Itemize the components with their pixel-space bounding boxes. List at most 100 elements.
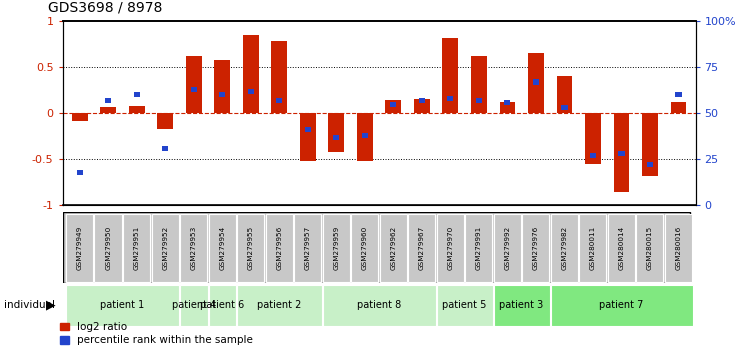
Text: patient 8: patient 8 [357,300,401,310]
Bar [219,92,225,97]
Text: GSM280016: GSM280016 [676,226,682,270]
Text: GSM279970: GSM279970 [447,226,453,270]
Bar [614,113,629,192]
Bar [551,285,693,326]
Text: GSM279950: GSM279950 [105,226,111,270]
Bar [675,92,682,97]
Bar [191,87,197,92]
Text: patient 3: patient 3 [500,300,544,310]
Text: GDS3698 / 8978: GDS3698 / 8978 [48,0,162,14]
Text: GSM279959: GSM279959 [333,226,339,270]
Bar [562,105,567,110]
Text: GSM279954: GSM279954 [219,226,225,270]
Text: GSM279991: GSM279991 [476,226,482,270]
Legend: log2 ratio, percentile rank within the sample: log2 ratio, percentile rank within the s… [60,322,253,345]
Bar [158,113,173,129]
Text: GSM279953: GSM279953 [191,226,197,270]
Text: patient 6: patient 6 [200,300,244,310]
Bar [585,113,601,164]
Bar [670,102,686,113]
Bar [414,99,430,113]
Text: GSM279976: GSM279976 [533,226,539,270]
Bar [276,98,283,103]
Bar [494,285,550,326]
Bar [504,100,511,105]
Bar [436,285,493,326]
Text: individual: individual [4,300,54,310]
Bar [551,214,578,282]
Text: GSM279960: GSM279960 [362,226,368,270]
Text: GSM279962: GSM279962 [390,226,396,270]
Bar [390,102,397,107]
Bar [322,214,350,282]
Bar [208,214,236,282]
Bar [465,214,492,282]
Bar [636,214,663,282]
Bar [133,92,140,97]
Bar [494,214,521,282]
Text: GSM279967: GSM279967 [419,226,425,270]
Text: ▶: ▶ [46,299,55,312]
Bar [380,214,407,282]
Bar [442,38,458,113]
Text: GSM280015: GSM280015 [647,226,653,270]
Bar [66,285,180,326]
Bar [351,214,378,282]
Text: GSM279992: GSM279992 [504,226,510,270]
Bar [361,133,368,138]
Bar [522,214,549,282]
Bar [129,106,144,113]
Text: patient 5: patient 5 [442,300,486,310]
Bar [180,285,208,326]
Bar [94,214,121,282]
Bar [608,214,634,282]
Bar [328,113,344,152]
Bar [590,153,596,158]
Bar [500,102,515,113]
Text: GSM279952: GSM279952 [162,226,169,270]
Bar [436,214,464,282]
Bar [305,127,311,132]
Bar [180,214,207,282]
Bar [642,113,658,176]
Bar [471,56,486,113]
Bar [333,135,339,140]
Bar [556,76,572,113]
Bar [408,214,435,282]
Bar [105,98,111,103]
Text: GSM279982: GSM279982 [562,226,567,270]
Bar [237,285,322,326]
Text: GSM279957: GSM279957 [305,226,311,270]
Text: GSM279949: GSM279949 [77,226,82,270]
Bar [77,170,83,175]
Bar [528,53,544,113]
Text: GSM280014: GSM280014 [618,226,624,270]
Bar [66,214,93,282]
Bar [665,214,692,282]
Bar [162,146,169,151]
Bar [186,56,202,113]
Bar [208,285,236,326]
Text: GSM280011: GSM280011 [590,226,596,270]
Text: patient 4: patient 4 [171,300,216,310]
Bar [100,107,116,113]
Bar [123,214,150,282]
Bar [247,88,254,94]
Text: GSM279951: GSM279951 [134,226,140,270]
Bar [322,285,436,326]
Bar [475,98,482,103]
Bar [386,101,401,113]
Bar [618,151,625,156]
Text: patient 7: patient 7 [599,300,643,310]
Bar [72,113,88,121]
Bar [243,35,258,113]
Bar [272,41,287,113]
Text: patient 1: patient 1 [100,300,144,310]
Bar [579,214,606,282]
Bar [294,214,321,282]
Text: patient 2: patient 2 [257,300,302,310]
Bar [447,96,453,101]
Bar [533,79,539,85]
Bar [266,214,293,282]
Bar [237,214,264,282]
